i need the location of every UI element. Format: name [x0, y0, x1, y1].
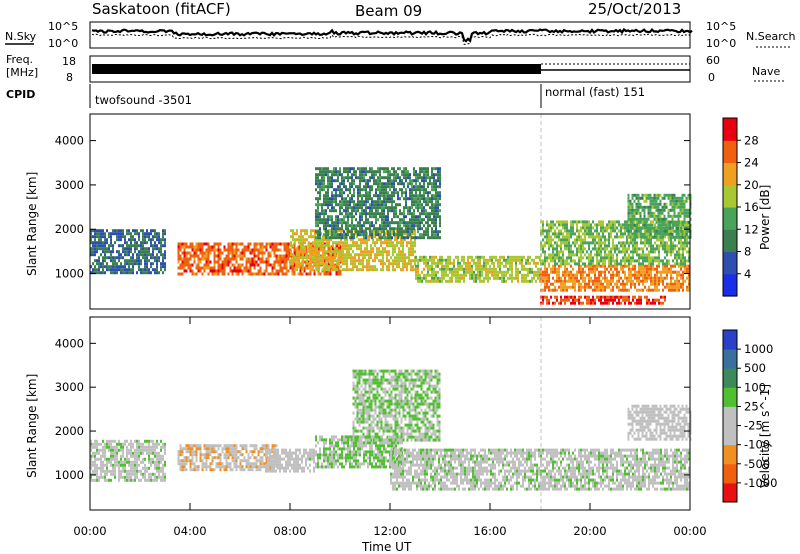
frequency-trace	[92, 64, 541, 74]
power-y-tick-3000: 3000	[55, 178, 84, 192]
velocity-region-3	[265, 448, 315, 473]
date-title: 25/Oct/2013	[588, 0, 681, 18]
velocity-colorbar-tick-7: -1000	[744, 476, 777, 490]
cpid-panel: CPID twofsound -3501 normal (fast) 151	[6, 84, 645, 108]
power-region-8	[540, 295, 666, 305]
nave-tick-top: 60	[706, 54, 720, 67]
velocity-region-5	[352, 369, 441, 442]
velocity-region-1	[90, 439, 166, 482]
velocity-colorbar-swatch-3	[723, 425, 737, 446]
velocity-colorbar-swatch-8	[723, 330, 737, 350]
power-region-4	[315, 167, 441, 240]
x-tick-2: 08:00	[273, 524, 306, 538]
velocity-colorbar-swatch-4	[723, 406, 737, 426]
nave-label: Nave	[752, 65, 780, 78]
cpid-segment-1: twofsound -3501	[95, 93, 192, 107]
power-colorbar-swatch-2	[723, 229, 737, 253]
freq-unit-label: [MHz]	[6, 66, 38, 79]
freq-label: Freq.	[6, 53, 33, 66]
velocity-colorbar-swatch-5	[723, 387, 737, 407]
power-y-tick-2000: 2000	[55, 222, 84, 236]
power-region-5	[415, 255, 541, 283]
power-colorbar-tick-5: 8	[744, 245, 751, 259]
power-data-layer	[90, 167, 692, 305]
noise-sky-trace	[91, 27, 693, 43]
power-colorbar: 28 24 20 16 12 8 4 Power [dB]	[722, 117, 772, 297]
power-y-tick-1000: 1000	[55, 267, 84, 281]
velocity-colorbar-label: Velocity [m s^-1]	[758, 384, 772, 488]
x-tick-1: 04:00	[173, 524, 206, 538]
power-y-label: Slant Range [km]	[25, 172, 39, 276]
velocity-colorbar-swatch-0	[723, 482, 737, 503]
power-colorbar-swatch-0	[723, 273, 737, 297]
power-colorbar-tick-0: 28	[744, 133, 759, 147]
velocity-y-tick-3000: 3000	[55, 380, 84, 394]
velocity-colorbar-tick-0: 1000	[744, 342, 773, 356]
velocity-colorbar: 1000 500 100 25 -25 -100 -500 -1000 Velocity [m…	[722, 329, 777, 503]
power-colorbar-swatch-7	[723, 118, 737, 141]
velocity-colorbar-swatch-2	[723, 444, 737, 465]
x-tick-3: 12:00	[373, 524, 406, 538]
power-region-1	[90, 229, 166, 275]
velocity-colorbar-tick-2: 100	[744, 380, 766, 394]
velocity-y-tick-1000: 1000	[55, 468, 84, 482]
power-colorbar-swatch-5	[723, 162, 737, 186]
power-colorbar-tick-3: 16	[744, 200, 759, 214]
velocity-colorbar-tick-5: -100	[744, 438, 770, 452]
power-colorbar-tick-4: 12	[744, 222, 759, 236]
power-colorbar-label: Power [dB]	[758, 185, 772, 250]
power-colorbar-swatch-6	[723, 140, 737, 164]
noise-left-tick-top: 10^5	[48, 20, 78, 33]
power-colorbar-swatch-1	[723, 251, 737, 275]
power-y-tick-4000: 4000	[55, 134, 84, 148]
cpid-segment-2: normal (fast) 151	[545, 85, 645, 99]
freq-tick-top: 18	[62, 55, 76, 68]
noise-sky-label: N.Sky	[5, 30, 37, 43]
power-colorbar-tick-1: 24	[744, 156, 759, 170]
x-tick-6: 00:00	[673, 524, 706, 538]
nave-tick-bottom: 0	[708, 71, 715, 84]
power-colorbar-tick-2: 20	[744, 178, 759, 192]
cpid-label: CPID	[6, 88, 35, 101]
velocity-panel: 1000 2000 3000 4000 00:00 04:00 08:00 12:00 16:…	[25, 316, 707, 554]
velocity-region-7	[627, 404, 692, 441]
velocity-colorbar-tick-1: 500	[744, 361, 766, 375]
power-panel: 1000 2000 3000 4000 Slant Range [km]	[25, 113, 692, 310]
power-colorbar-swatch-4	[723, 184, 737, 208]
x-tick-0: 00:00	[73, 524, 106, 538]
x-tick-4: 16:00	[473, 524, 506, 538]
velocity-colorbar-tick-6: -500	[744, 457, 770, 471]
power-region-2	[177, 242, 342, 276]
noise-search-label: N.Search	[746, 30, 796, 43]
velocity-region-6	[390, 448, 690, 491]
power-region-3	[290, 229, 416, 272]
frequency-panel: Freq. [MHz] 18 8 60 0 Nave	[6, 53, 784, 84]
noise-right-tick-bottom: 10^0	[706, 37, 736, 50]
power-region-6	[540, 264, 690, 292]
velocity-colorbar-tick-4: -25	[744, 419, 763, 433]
velocity-colorbar-swatch-7	[723, 349, 737, 369]
noise-search-trace	[91, 33, 693, 45]
velocity-y-label: Slant Range [km]	[25, 374, 39, 478]
power-colorbar-swatch-3	[723, 207, 737, 230]
velocity-y-tick-4000: 4000	[55, 336, 84, 350]
velocity-colorbar-tick-3: 25	[744, 399, 759, 413]
power-y-axis: 1000 2000 3000 4000	[55, 134, 690, 281]
freq-tick-bottom: 8	[66, 71, 73, 84]
velocity-y-tick-2000: 2000	[55, 424, 84, 438]
noise-left-tick-bottom: 10^0	[48, 37, 78, 50]
noise-panel: N.Sky 10^5 10^0 10^5 10^0 N.Search	[5, 20, 796, 50]
x-tick-5: 20:00	[573, 524, 606, 538]
power-colorbar-tick-6: 4	[744, 267, 751, 281]
velocity-colorbar-swatch-6	[723, 368, 737, 388]
time-x-axis: 00:00 04:00 08:00 12:00 16:00 20:00 00:00	[73, 317, 707, 538]
velocity-colorbar-swatch-1	[723, 463, 737, 484]
velocity-data-layer	[90, 369, 692, 491]
velocity-y-axis: 1000 2000 3000 4000	[55, 336, 690, 482]
noise-right-tick-top: 10^5	[706, 20, 736, 33]
station-title: Saskatoon (fitACF)	[92, 0, 231, 18]
time-x-label: Time UT	[361, 540, 412, 554]
beam-title: Beam 09	[355, 2, 422, 20]
